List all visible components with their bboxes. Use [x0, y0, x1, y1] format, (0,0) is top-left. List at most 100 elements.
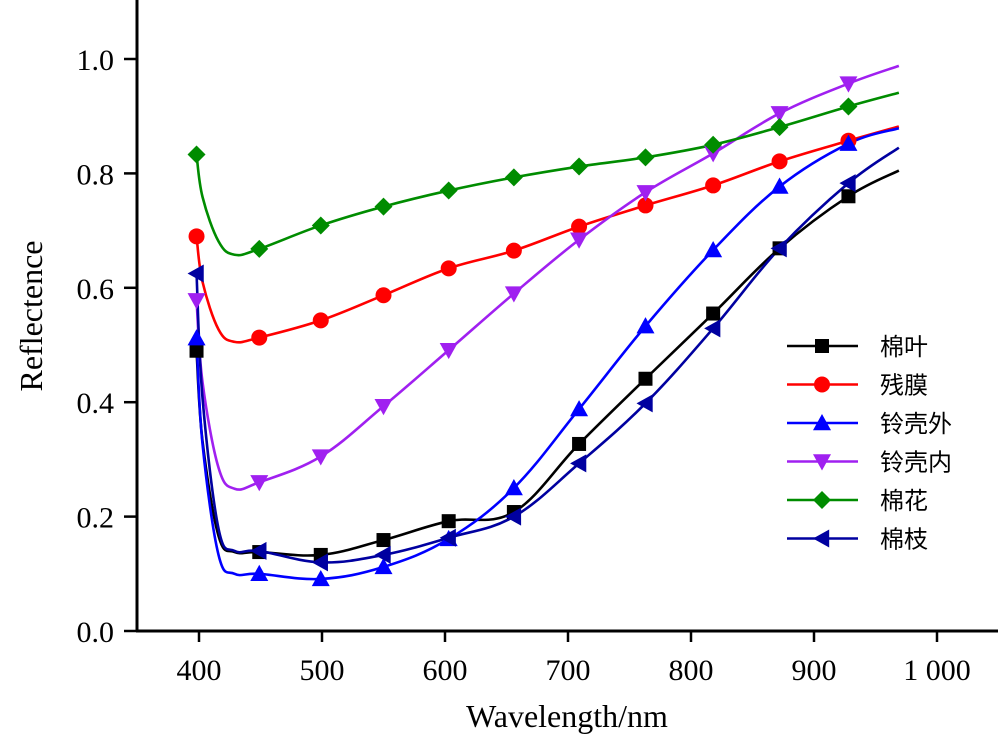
x-tick-label: 500: [300, 654, 345, 687]
data-point-boll-shell-inner: [636, 185, 655, 202]
data-point-branch: [374, 545, 391, 564]
legend-marker-branch: [813, 529, 830, 548]
data-point-branch: [439, 528, 456, 547]
data-point-mulch-film: [705, 177, 722, 194]
data-point-leaf: [189, 343, 204, 358]
data-point-mulch-film: [571, 218, 588, 235]
data-point-cotton: [374, 197, 393, 216]
data-point-branch: [704, 319, 721, 338]
data-point-cotton: [636, 148, 655, 167]
data-point-mulch-film: [312, 312, 329, 329]
x-tick-label: 400: [177, 654, 222, 687]
legend-marker-boll-shell-outer: [813, 414, 831, 431]
data-point-cotton: [311, 216, 330, 235]
data-point-leaf: [572, 436, 587, 451]
x-tick-label: 600: [423, 654, 468, 687]
x-tick-label: 700: [546, 654, 591, 687]
data-point-boll-shell-outer: [250, 564, 269, 581]
data-point-boll-shell-inner: [839, 76, 858, 93]
data-point-boll-shell-outer: [636, 317, 655, 334]
series-line-branch: [195, 146, 900, 564]
series-line-leaf: [195, 169, 900, 557]
legend-label-branch: 棉枝: [880, 526, 928, 554]
y-ticks: 0.0 0.2 0.4 0.6 0.8 1.0: [77, 44, 137, 649]
y-tick-label: 0.8: [77, 158, 115, 191]
y-tick-label: 1.0: [77, 44, 115, 77]
data-point-boll-shell-inner: [570, 232, 589, 249]
data-point-boll-shell-outer: [504, 479, 523, 496]
data-point-branch: [187, 264, 204, 283]
y-tick-label: 0.6: [77, 273, 115, 306]
data-point-boll-shell-inner: [439, 342, 458, 360]
data-point-leaf: [376, 533, 391, 548]
data-point-branch: [839, 174, 856, 193]
x-ticks: 400 500 600 700 800 900 1 000: [177, 631, 971, 687]
data-point-boll-shell-outer: [570, 400, 589, 417]
data-point-mulch-film: [771, 153, 788, 170]
x-tick-label: 900: [792, 654, 837, 687]
y-tick-label: 0.2: [77, 502, 115, 535]
data-point-boll-shell-outer: [839, 134, 858, 151]
x-axis-title: Wavelength/nm: [466, 698, 668, 734]
data-point-branch: [311, 553, 328, 572]
data-point-branch: [504, 507, 522, 526]
x-tick-label: 800: [669, 654, 714, 687]
data-point-boll-shell-inner: [187, 293, 206, 310]
legend-marker-mulch-film: [814, 376, 830, 393]
data-point-mulch-film: [375, 287, 392, 304]
data-point-mulch-film: [251, 329, 268, 346]
y-tick-label: 0.0: [77, 616, 115, 649]
legend-label-leaf: 棉叶: [880, 333, 928, 361]
data-point-mulch-film: [188, 228, 205, 245]
legend-label-mulch-film: 残膜: [880, 372, 928, 400]
y-axis-title: Reflectence: [13, 241, 49, 392]
data-point-leaf: [841, 189, 856, 204]
plot-lines: [195, 64, 900, 581]
data-point-branch: [770, 239, 787, 258]
data-point-boll-shell-outer: [311, 569, 330, 587]
data-point-cotton: [504, 168, 523, 187]
data-point-boll-shell-outer: [704, 241, 723, 258]
plot-markers: [187, 76, 858, 587]
legend-marker-boll-shell-inner: [813, 454, 831, 471]
data-point-boll-shell-inner: [704, 146, 723, 163]
legend-label-boll-shell-outer: 铃壳外: [880, 410, 952, 438]
data-point-mulch-film: [505, 242, 522, 259]
y-tick-label: 0.4: [77, 387, 115, 420]
data-point-branch: [250, 541, 267, 560]
legend-marker-cotton: [813, 491, 831, 509]
data-point-cotton: [187, 145, 206, 164]
legend-label-cotton: 棉花: [880, 487, 928, 515]
data-point-branch: [636, 394, 653, 413]
series-line-mulch-film: [195, 125, 900, 344]
data-point-boll-shell-inner: [504, 286, 523, 303]
data-point-leaf: [638, 371, 653, 386]
data-point-leaf: [441, 514, 456, 529]
data-point-boll-shell-outer: [374, 557, 393, 575]
legend-marker-leaf: [815, 339, 829, 353]
data-point-boll-shell-inner: [311, 449, 330, 466]
data-point-boll-shell-inner: [770, 106, 789, 123]
data-point-cotton: [570, 157, 589, 176]
data-point-mulch-film: [637, 197, 654, 214]
data-point-mulch-film: [440, 260, 457, 277]
data-point-cotton: [250, 239, 269, 258]
series-line-boll-shell-outer: [195, 126, 900, 581]
data-point-branch: [570, 454, 587, 473]
data-point-boll-shell-inner: [250, 475, 269, 492]
data-point-cotton: [839, 97, 858, 116]
series-line-cotton: [195, 91, 900, 257]
data-point-cotton: [770, 118, 789, 137]
data-point-cotton: [439, 181, 458, 200]
data-point-boll-shell-inner: [374, 399, 393, 416]
axes: [135, 0, 998, 633]
data-point-boll-shell-outer: [770, 177, 789, 194]
series-line-boll-shell-inner: [195, 64, 900, 491]
x-tick-label: 1 000: [903, 654, 971, 687]
data-point-leaf: [706, 306, 721, 321]
data-point-boll-shell-outer: [187, 329, 206, 346]
data-point-cotton: [704, 135, 723, 154]
legend-label-boll-shell-inner: 铃壳内: [880, 449, 952, 477]
